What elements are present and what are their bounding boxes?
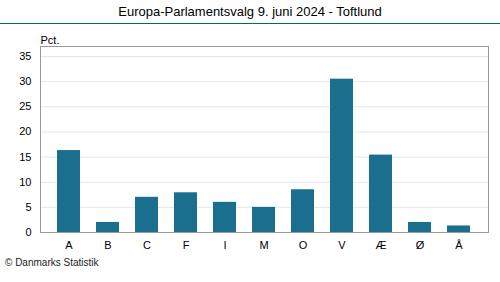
svg-text:20: 20 <box>19 125 31 137</box>
html-text:Europa-Parlamentsvalg 9. juni: Europa-Parlamentsvalg 9. juni 2024 - Tof… <box>118 4 382 19</box>
svg-text:35: 35 <box>19 50 31 62</box>
svg-text:10: 10 <box>19 176 31 188</box>
svg-text:I: I <box>223 239 226 251</box>
svg-text:5: 5 <box>25 201 31 213</box>
svg-text:F: F <box>183 239 190 251</box>
svg-text:O: O <box>299 239 308 251</box>
svg-text:Ø: Ø <box>416 239 425 251</box>
svg-text:C: C <box>143 239 151 251</box>
svg-text:M: M <box>259 239 268 251</box>
svg-text:30: 30 <box>19 75 31 87</box>
svg-text:A: A <box>65 239 73 251</box>
svg-text:25: 25 <box>19 100 31 112</box>
svg-text:B: B <box>104 239 111 251</box>
svg-text:Pct.: Pct. <box>41 34 60 46</box>
svg-text:V: V <box>338 239 346 251</box>
svg-text:Å: Å <box>455 239 463 251</box>
svg-text:0: 0 <box>25 226 31 238</box>
svg-text:Æ: Æ <box>376 239 387 251</box>
svg-text:15: 15 <box>19 151 31 163</box>
html-text:© Danmarks Statistik: © Danmarks Statistik <box>5 257 99 268</box>
